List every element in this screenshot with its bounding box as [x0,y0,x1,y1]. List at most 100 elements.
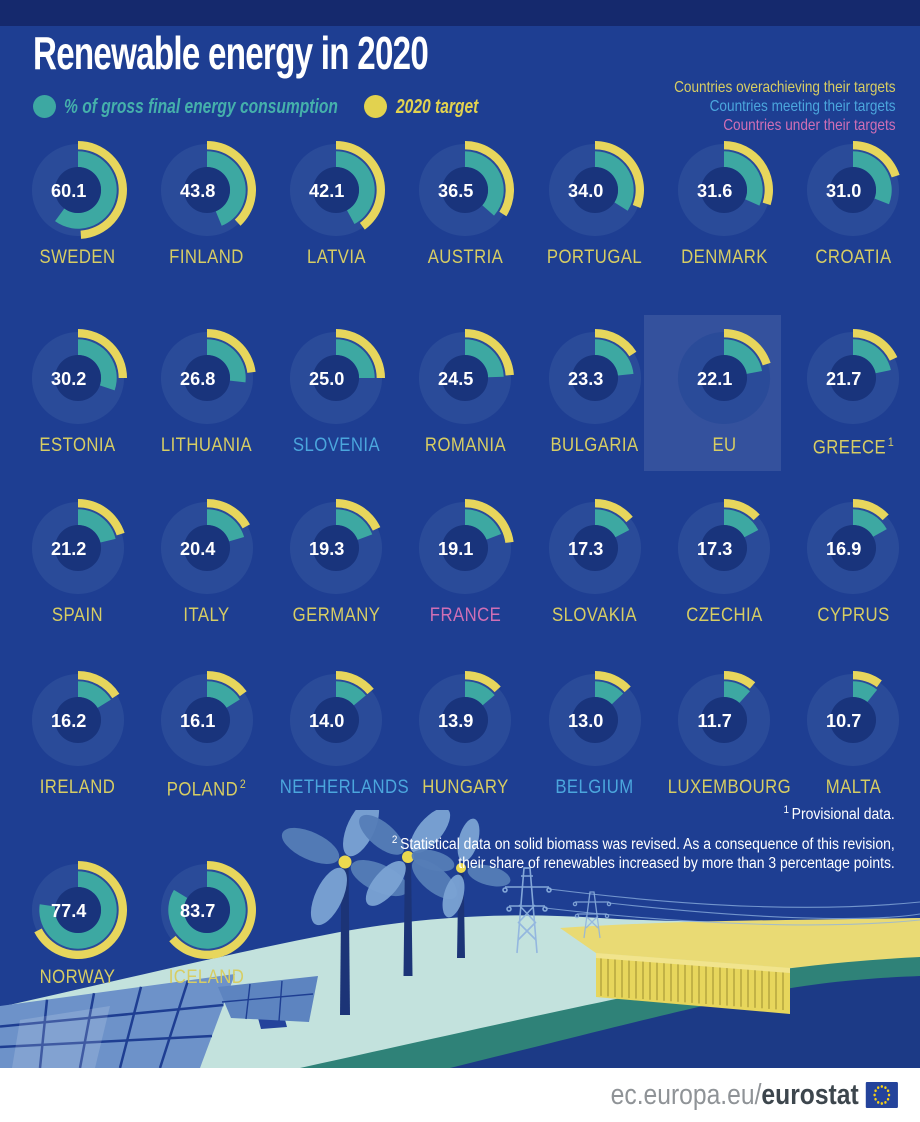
donut-chart-iceland: 83.7 [160,861,256,959]
country-label-ireland: IRELAND [39,777,116,798]
country-cell-portugal: 34.0 PORTUGAL [530,141,659,273]
share-arc [336,509,373,540]
footnotes: 1 Provisional data. 2 Statistical data on s… [392,801,895,873]
share-arc [724,681,750,703]
country-label-bulgaria: BULGARIA [550,435,639,456]
country-label-spain: SPAIN [51,605,104,626]
country-cell-greece: 21.7 GREECE 1 [789,329,918,461]
country-cell-iceland: 83.7 ICELAND [142,861,271,993]
target-arc [853,499,890,521]
share-arc [77,339,117,391]
country-cell-romania: 24.5 ROMANIA [401,329,530,461]
share-arc [465,151,505,216]
donut-chart-sweden: 60.1 [31,141,127,239]
country-label-austria: AUSTRIA [427,247,504,268]
wind-turbines [281,810,511,1015]
donut-chart-hungary: 13.9 [419,671,512,767]
country-cell-czechia: 17.3 CZECHIA [660,499,789,631]
share-value: 42.1 [309,181,344,201]
target-arc [594,499,633,523]
page-title: Renewable energy in 2020 [33,27,429,79]
country-label-cyprus: CYPRUS [817,605,890,626]
country-cell-hungary: 13.9 HUNGARY [401,671,530,803]
yellow-field [560,918,920,968]
river [450,976,920,1068]
share-value: 22.1 [697,369,732,389]
target-arc [853,141,900,178]
share-value: 26.8 [180,369,215,389]
country-cell-netherlands: 14.0 NETHERLANDS [272,671,409,803]
donut-chart-italy: 20.4 [160,499,253,595]
share-value: 17.3 [568,539,603,559]
country-label-norway: NORWAY [39,967,116,988]
status-legend-under: Countries under their targets [723,117,896,134]
donut-chart-romania: 24.5 [419,329,515,425]
country-label-germany: GERMANY [292,605,380,626]
share-value: 19.1 [438,539,473,559]
share-arc [38,871,117,949]
donut-chart-austria: 36.5 [419,141,515,237]
country-label-belgium: BELGIUM [555,777,634,798]
status-legend-overachieving: Countries overachieving their targets [674,79,896,96]
country-cell-belgium: 13.0 BELGIUM [530,671,659,803]
target-arc [724,671,756,689]
target-arc [206,141,256,226]
target-arc [465,141,515,217]
share-arc [724,509,759,538]
share-arc [724,339,763,374]
share-arc [465,339,505,378]
share-arc [336,339,375,378]
target-arc [594,141,644,209]
share-value: 60.1 [51,181,86,201]
share-arc [594,681,623,705]
country-label-greece: GREECE 1 [812,435,894,459]
country-cell-austria: 36.5 AUSTRIA [401,141,530,273]
donut-chart-latvia: 42.1 [290,141,386,237]
target-arc [77,329,127,378]
share-arc [168,871,246,949]
share-arc [54,151,117,229]
footer-url-prefix: ec.europa.eu/ [610,1078,762,1111]
country-donut-grid: 60.1 SWEDEN 43.8 FINLAND 42.1 LATVIA 36.5 AUSTR… [13,141,919,1021]
country-cell-bulgaria: 23.3 BULGARIA [530,329,659,461]
country-cell-denmark: 31.6 DENMARK [660,141,789,273]
share-value: 31.0 [826,181,861,201]
share-value: 31.6 [697,181,732,201]
target-arc [206,499,250,529]
donut-chart-denmark: 31.6 [677,141,773,237]
share-value: 16.1 [180,711,215,731]
donut-chart-germany: 19.3 [290,499,383,595]
country-cell-lithuania: 26.8 LITHUANIA [142,329,271,461]
target-arc [336,499,381,531]
country-cell-germany: 19.3 GERMANY [272,499,401,631]
target-arc [77,671,119,699]
country-label-estonia: ESTONIA [39,435,116,456]
country-label-iceland: ICELAND [169,967,245,988]
power-pylon-1 [502,867,552,954]
share-arc [594,509,629,538]
target-arc [336,141,386,230]
eurostat-logo-flag [865,1082,898,1108]
country-cell-malta: 10.7 MALTA [789,671,918,803]
country-cell-sweden: 60.1 SWEDEN [13,141,142,273]
country-label-latvia: LATVIA [306,247,366,268]
country-cell-norway: 77.4 NORWAY [13,861,142,993]
share-arc [465,509,502,540]
share-arc [594,151,634,211]
country-label-netherlands: NETHERLANDS [279,777,409,798]
solar-panel-large [0,974,235,1068]
share-arc [206,681,240,708]
donut-chart-ireland: 16.2 [31,671,124,767]
donut-chart-greece: 21.7 [807,329,900,425]
country-cell-ireland: 16.2 IRELAND [13,671,142,803]
country-label-czechia: CZECHIA [685,605,763,626]
target-arc [724,141,773,206]
share-value: 83.7 [180,901,215,921]
country-label-hungary: HUNGARY [422,777,509,798]
donut-chart-norway: 77.4 [31,861,127,959]
share-value: 14.0 [309,711,344,731]
footnote-2: 2 Statistical data on solid biomass was r… [392,834,895,873]
footnote-1: 1 Provisional data. [783,804,895,824]
share-arc [77,681,111,708]
